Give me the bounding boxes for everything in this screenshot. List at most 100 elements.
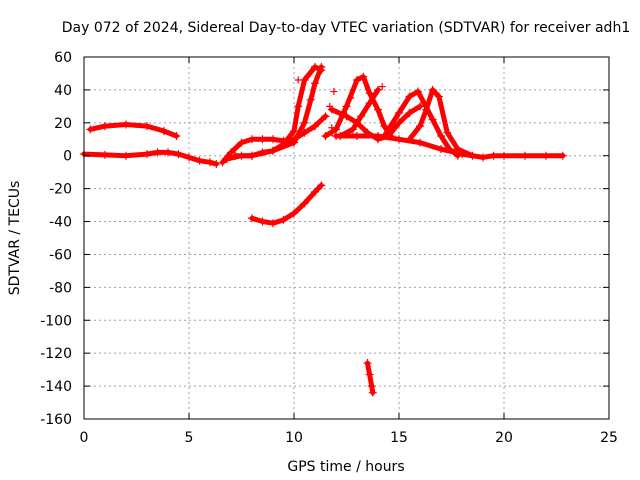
y-tick-label: -20 xyxy=(49,182,72,198)
data-point xyxy=(328,124,336,132)
data-point xyxy=(521,151,529,160)
axis-ticks: 0 5 10 15 20 25 -160 -140 -120 -100 -80 -60 -40 -20 0 2… xyxy=(40,50,618,446)
data-point xyxy=(269,146,277,155)
data-point xyxy=(374,131,382,140)
data-point xyxy=(368,388,377,397)
data-point xyxy=(353,131,361,140)
data-point xyxy=(122,151,130,160)
x-tick-label: 5 xyxy=(185,430,194,446)
x-axis-label: GPS time / hours xyxy=(287,459,404,475)
y-tick-label: 60 xyxy=(54,50,72,66)
y-tick-label: -160 xyxy=(40,412,72,428)
data-point xyxy=(330,88,338,96)
data-point xyxy=(306,95,315,104)
data-point xyxy=(300,76,309,85)
data-point xyxy=(206,158,214,167)
series-arc-peak-13 xyxy=(321,72,395,140)
data-point xyxy=(231,151,240,160)
series-line xyxy=(232,64,324,159)
data-point xyxy=(367,382,376,391)
y-tick-label: -80 xyxy=(49,280,72,296)
data-point xyxy=(300,199,309,208)
data-point xyxy=(479,153,487,162)
data-point xyxy=(374,105,382,114)
data-point xyxy=(416,138,424,147)
data-point xyxy=(185,153,193,162)
data-point xyxy=(143,150,151,159)
data-point xyxy=(290,138,298,147)
data-point xyxy=(195,156,204,165)
data-point xyxy=(347,94,355,102)
data-point xyxy=(174,150,183,159)
x-tick-label: 0 xyxy=(80,430,89,446)
data-point xyxy=(357,112,366,121)
data-point xyxy=(342,112,351,121)
data-point xyxy=(222,155,231,164)
data-point xyxy=(395,108,403,117)
data-series xyxy=(80,62,567,397)
data-point xyxy=(348,125,357,134)
y-tick-label: -140 xyxy=(40,379,72,395)
data-point xyxy=(258,217,267,226)
data-point xyxy=(237,138,246,147)
y-axis-label: SDTVAR / TECUs xyxy=(7,181,23,296)
data-point xyxy=(365,370,374,379)
series-arc-upper-early xyxy=(86,120,181,140)
series-arc-rise-c xyxy=(231,62,326,160)
y-tick-label: -120 xyxy=(40,346,72,362)
data-point xyxy=(101,150,109,159)
data-point xyxy=(248,151,256,160)
data-point xyxy=(342,102,351,111)
series-arc-outlier-spike xyxy=(363,359,377,397)
data-point xyxy=(542,151,550,160)
y-tick-label: -60 xyxy=(49,247,72,263)
data-point xyxy=(248,214,256,223)
data-point xyxy=(353,76,361,85)
data-point xyxy=(153,148,162,157)
data-point xyxy=(365,99,374,108)
data-point xyxy=(405,108,414,117)
isolated-points xyxy=(294,76,386,137)
data-point xyxy=(395,118,403,127)
data-point xyxy=(500,151,508,160)
chart-title: Day 072 of 2024, Sidereal Day-to-day VTE… xyxy=(62,20,630,36)
data-point xyxy=(458,150,466,159)
data-point xyxy=(248,135,256,144)
series-arc-falling-tail xyxy=(332,131,567,162)
data-point xyxy=(143,122,151,131)
data-point xyxy=(322,112,329,120)
y-tick-label: 40 xyxy=(54,83,72,99)
data-point xyxy=(311,79,319,88)
data-point xyxy=(489,151,498,160)
data-point xyxy=(380,122,389,131)
data-point xyxy=(437,145,445,154)
x-tick-label: 15 xyxy=(390,430,408,446)
data-point xyxy=(269,135,277,144)
data-point xyxy=(416,102,424,111)
data-point xyxy=(172,131,181,140)
data-point xyxy=(227,148,235,157)
data-point xyxy=(374,85,382,94)
data-point xyxy=(290,209,298,218)
data-point xyxy=(428,115,437,124)
data-point xyxy=(258,135,267,144)
data-point xyxy=(311,122,319,131)
data-point xyxy=(443,128,452,137)
data-point xyxy=(434,92,443,101)
data-point xyxy=(294,102,303,111)
data-point xyxy=(300,118,309,127)
data-point xyxy=(363,359,372,368)
data-point xyxy=(558,151,567,160)
data-point xyxy=(269,219,277,228)
data-point xyxy=(326,102,334,110)
data-point xyxy=(378,83,386,91)
data-point xyxy=(159,127,168,136)
data-point xyxy=(416,122,424,131)
data-point xyxy=(294,76,302,84)
data-point xyxy=(317,181,326,190)
data-point xyxy=(212,159,221,168)
data-point xyxy=(317,62,326,71)
data-point xyxy=(86,125,95,134)
